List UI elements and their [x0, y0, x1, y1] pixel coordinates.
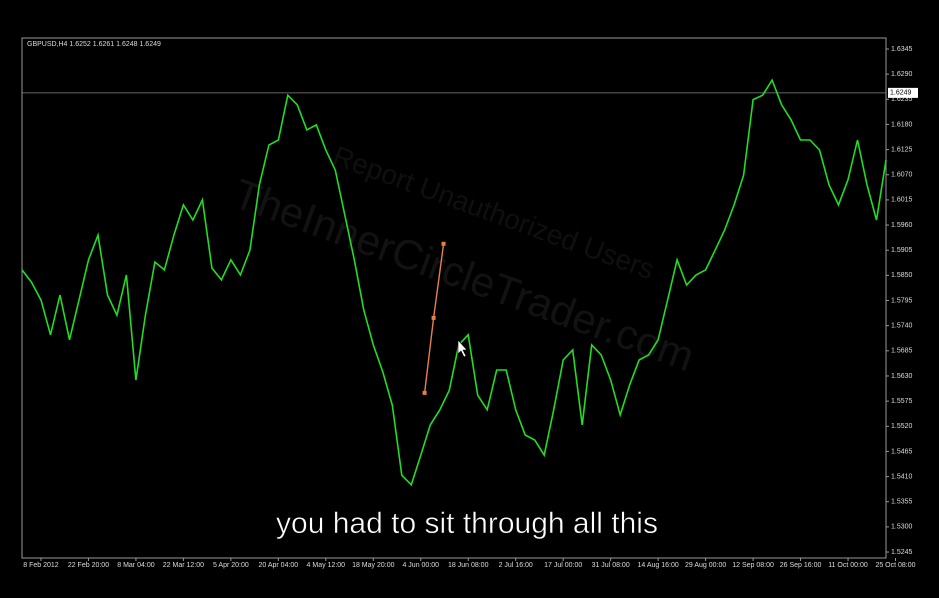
x-tick-label: 18 Jun 08:00 — [448, 562, 489, 569]
mouse-cursor — [457, 339, 468, 358]
x-tick-label: 29 Aug 00:00 — [685, 562, 726, 569]
y-tick-label: 1.5960 — [891, 222, 913, 229]
y-tick-label: 1.6345 — [891, 46, 913, 53]
y-tick-label: 1.5685 — [891, 348, 913, 355]
x-tick-label: 12 Sep 08:00 — [732, 562, 774, 569]
plot-frame — [21, 37, 887, 559]
x-tick-label: 17 Jul 00:00 — [544, 562, 582, 569]
x-tick-label: 5 Apr 20:00 — [213, 562, 249, 569]
x-tick-label: 25 Oct 08:00 — [875, 562, 915, 569]
y-tick-label: 1.6290 — [891, 71, 913, 78]
x-tick-label: 18 May 20:00 — [352, 562, 395, 569]
x-tick-label: 22 Feb 20:00 — [68, 562, 109, 569]
y-tick-label: 1.5795 — [891, 297, 913, 304]
x-tick-label: 26 Sep 16:00 — [780, 562, 822, 569]
x-tick-label: 14 Aug 16:00 — [637, 562, 678, 569]
x-tick-label: 4 Jun 00:00 — [402, 562, 439, 569]
y-tick-label: 1.5245 — [891, 549, 913, 556]
y-tick-label: 1.5740 — [891, 323, 913, 330]
y-tick-label: 1.5465 — [891, 448, 913, 455]
y-tick-label: 1.5300 — [891, 524, 913, 531]
y-tick-label: 1.6235 — [891, 96, 913, 103]
x-tick-label: 4 May 12:00 — [307, 562, 346, 569]
current-price-tag — [888, 87, 918, 98]
y-tick-label: 1.6125 — [891, 146, 913, 153]
x-tick-label: 11 Oct 00:00 — [828, 562, 868, 569]
y-tick-label: 1.5355 — [891, 499, 913, 506]
y-tick-label: 1.6070 — [891, 172, 913, 179]
x-tick-label: 8 Feb 2012 — [23, 562, 59, 569]
symbol-header: GBPUSD,H4 1.6252 1.6261 1.6248 1.6249 — [27, 41, 161, 48]
x-tick-label: 8 Mar 04:00 — [117, 562, 154, 569]
y-tick-label: 1.5850 — [891, 272, 913, 279]
x-tick-label: 31 Jul 08:00 — [592, 562, 630, 569]
y-tick-label: 1.6180 — [891, 121, 913, 128]
trendline-point — [431, 315, 436, 320]
trendline-point — [441, 241, 446, 246]
y-tick-label: 1.5905 — [891, 247, 913, 254]
current-price-label: 1.6249 — [890, 90, 912, 97]
caption: you had to sit through all this — [276, 507, 658, 540]
y-tick-label: 1.6015 — [891, 197, 913, 204]
x-tick-label: 20 Apr 04:00 — [259, 562, 299, 569]
y-tick-label: 1.5410 — [891, 473, 913, 480]
y-tick-label: 1.5520 — [891, 423, 913, 430]
price-line — [21, 78, 887, 487]
x-tick-label: 2 Jul 16:00 — [499, 562, 533, 569]
x-tick-label: 22 Mar 12:00 — [163, 562, 204, 569]
y-tick-label: 1.5630 — [891, 373, 913, 380]
plot-layer: 1.6345 1.6290 1.6235 1.6180 1.6125 1.6070 1.60… — [21, 46, 918, 569]
trendline-point — [422, 390, 427, 395]
y-tick-label: 1.5575 — [891, 398, 913, 405]
